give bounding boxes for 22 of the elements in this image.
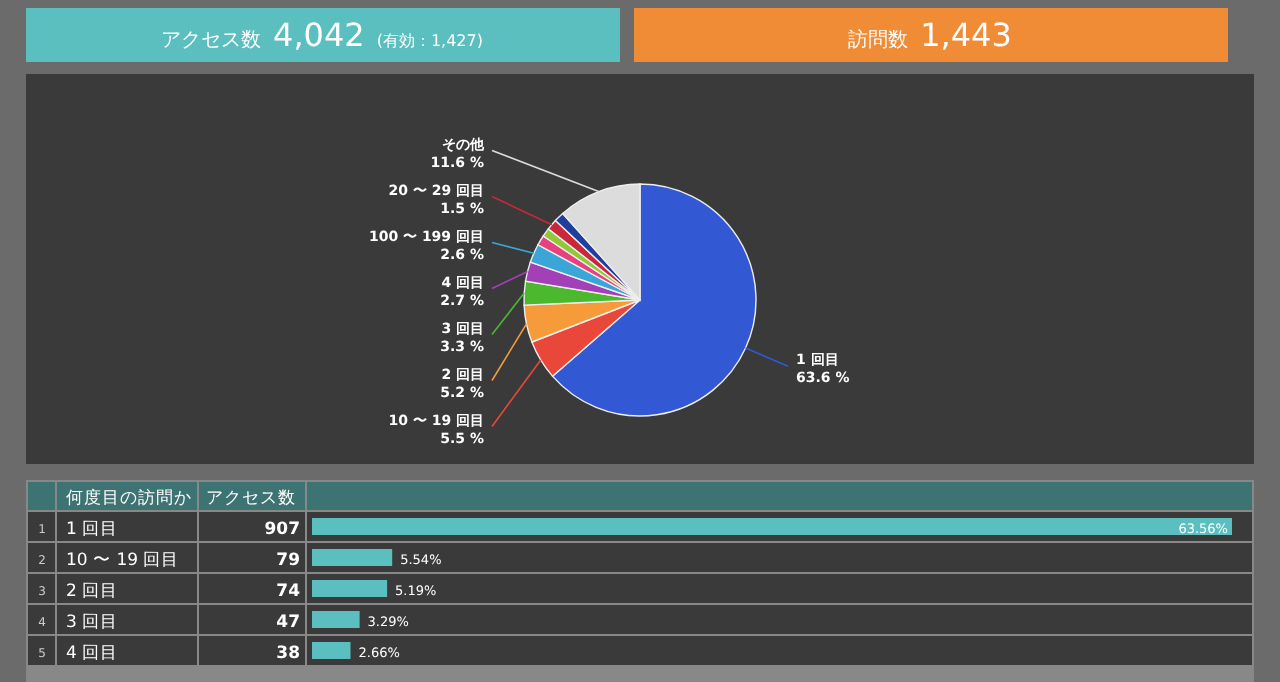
y-tick-label: 1 回目 — [66, 519, 119, 540]
text: 907 — [264, 519, 301, 540]
text: 74 — [276, 581, 301, 602]
y-tick-label: 4 回目 — [66, 643, 119, 664]
text: (有効：1,427) — [376, 32, 483, 50]
text: 4,042 — [273, 16, 365, 54]
y-tick-label: 10 〜 19 回目 — [66, 550, 180, 571]
bar — [312, 642, 351, 659]
text: 何度目の訪問か — [66, 487, 192, 509]
text: 1,443 — [920, 16, 1012, 54]
bar — [312, 518, 1232, 535]
text: 79 — [276, 550, 301, 571]
bar — [312, 611, 360, 628]
y-tick-label: 3 回目 — [66, 612, 119, 633]
text: アクセス数 — [161, 30, 262, 52]
text: 38 — [276, 643, 301, 664]
bar — [312, 549, 393, 566]
text: 47 — [276, 612, 301, 633]
text: アクセス数 — [206, 487, 296, 509]
text: 訪問数 — [848, 28, 909, 52]
y-tick-label: 2 回目 — [66, 581, 119, 602]
bar — [312, 580, 388, 597]
